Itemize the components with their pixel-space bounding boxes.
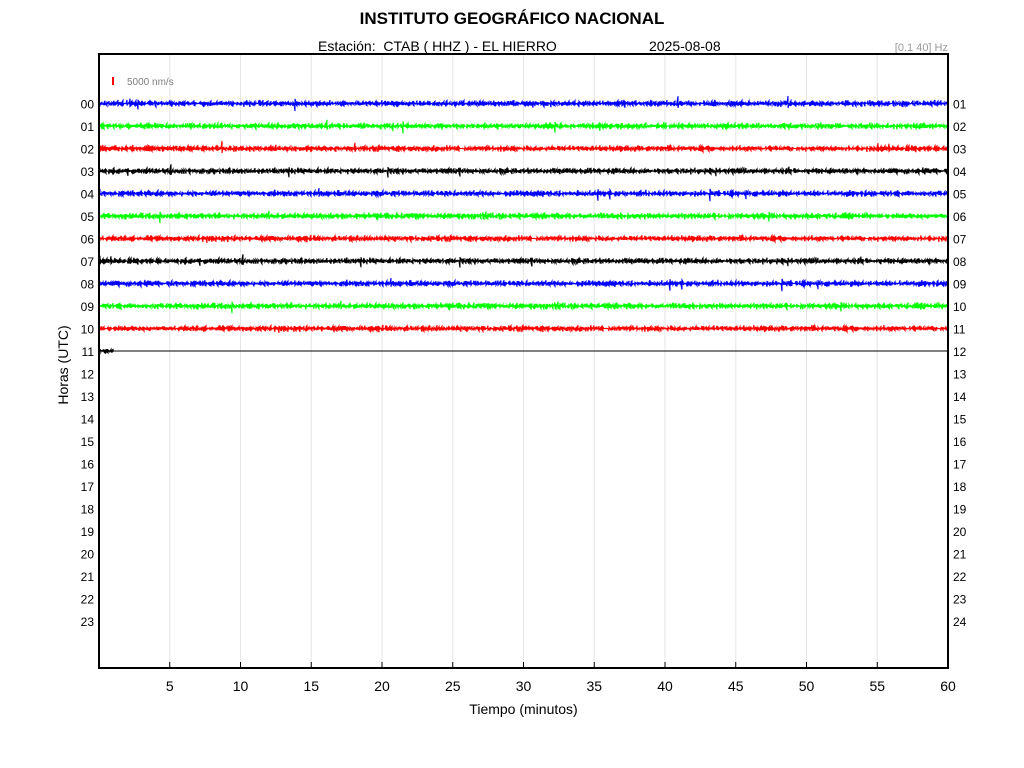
hour-label-right: 21 (953, 548, 967, 562)
trace-layer (98, 95, 949, 355)
hour-label-right: 24 (953, 615, 967, 629)
hour-label-right: 15 (953, 413, 967, 427)
hour-label-left: 06 (81, 233, 95, 247)
hour-label-right: 05 (953, 188, 967, 202)
hour-label-left: 10 (81, 323, 95, 337)
hour-label-left: 11 (82, 345, 95, 359)
hour-label-left: 00 (81, 98, 95, 112)
x-tick-label: 50 (799, 678, 815, 694)
trace-hour-00 (98, 95, 949, 112)
hour-label-right: 22 (953, 570, 967, 584)
hour-label-left: 09 (81, 300, 95, 314)
trace-hour-03 (98, 164, 949, 178)
hour-label-left: 12 (81, 368, 95, 382)
hour-label-left: 13 (81, 390, 95, 404)
hour-label-left: 21 (81, 570, 95, 584)
trace-hour-09 (98, 300, 949, 314)
hour-label-right: 17 (953, 458, 967, 472)
trace-hour-04 (98, 187, 949, 202)
hour-label-right: 08 (953, 255, 967, 269)
hour-label-left: 15 (81, 435, 95, 449)
hour-label-right: 20 (953, 525, 967, 539)
hour-label-right: 23 (953, 593, 967, 607)
x-axis-label: Tiempo (minutos) (469, 701, 577, 717)
scale-bar-label: 5000 nm/s (127, 77, 174, 88)
hour-label-right: 18 (953, 480, 967, 494)
hour-label-left: 01 (81, 120, 95, 134)
trace-hour-11 (98, 347, 114, 355)
hour-label-right: 04 (953, 165, 967, 179)
trace-hour-08 (98, 277, 949, 292)
hour-label-right: 10 (953, 300, 967, 314)
hour-label-left: 23 (81, 615, 95, 629)
hour-label-right: 09 (953, 278, 967, 292)
date-label: 2025-08-08 (649, 38, 721, 54)
trace-hour-01 (98, 119, 949, 134)
hour-label-right: 03 (953, 143, 967, 157)
axis-labels: 5 10 15 20 25 30 35 40 45 50 55 60 Tiempo (minutos) H… (55, 77, 967, 717)
trace-hour-02 (98, 140, 949, 155)
hour-label-left: 20 (81, 548, 95, 562)
trace-hour-10 (98, 323, 949, 335)
chart-title: INSTITUTO GEOGRÁFICO NACIONAL (359, 9, 665, 28)
x-tick-label: 45 (728, 678, 744, 694)
hour-label-left: 03 (81, 165, 95, 179)
x-tick-label: 20 (374, 678, 390, 694)
hour-label-left: 16 (81, 458, 95, 472)
x-tick-label: 25 (445, 678, 461, 694)
hour-label-left: 19 (81, 525, 95, 539)
x-tick-label: 30 (516, 678, 532, 694)
hour-label-right: 06 (953, 210, 967, 224)
hour-label-left: 22 (81, 593, 95, 607)
hour-label-left: 14 (81, 413, 95, 427)
hour-label-right: 13 (953, 368, 967, 382)
hour-label-left: 18 (81, 503, 95, 517)
hour-label-right: 02 (953, 120, 967, 134)
hour-label-left: 07 (81, 255, 95, 269)
hour-label-right: 19 (953, 503, 967, 517)
hour-label-right: 16 (953, 435, 967, 449)
hour-label-left: 05 (81, 210, 95, 224)
x-tick-label: 10 (233, 678, 249, 694)
hour-label-right: 01 (953, 98, 967, 112)
x-tick-label: 35 (586, 678, 602, 694)
grid-lines (169, 54, 878, 668)
x-tick-label: 55 (869, 678, 885, 694)
hour-label-right: 14 (953, 390, 967, 404)
trace-hour-06 (98, 233, 949, 245)
hour-label-right: 12 (953, 345, 967, 359)
y-axis-label: Horas (UTC) (55, 325, 71, 404)
scale-bar (112, 77, 114, 85)
x-tick-label: 5 (166, 678, 174, 694)
station-label: Estación: CTAB ( HHZ ) - EL HIERRO (318, 38, 557, 54)
filter-band-label: [0.1 40] Hz (894, 42, 948, 54)
x-tick-label: 40 (657, 678, 673, 694)
trace-hour-05 (98, 210, 949, 224)
x-tick-label: 15 (303, 678, 319, 694)
axis-ticks (169, 662, 949, 668)
hour-label-left: 17 (81, 480, 95, 494)
hour-label-left: 08 (81, 278, 95, 292)
trace-hour-07 (98, 254, 949, 268)
hour-label-left: 02 (81, 143, 95, 157)
x-tick-label: 60 (940, 678, 956, 694)
hour-label-right: 11 (953, 323, 966, 337)
hour-label-left: 04 (81, 188, 95, 202)
hour-label-right: 07 (953, 233, 967, 247)
